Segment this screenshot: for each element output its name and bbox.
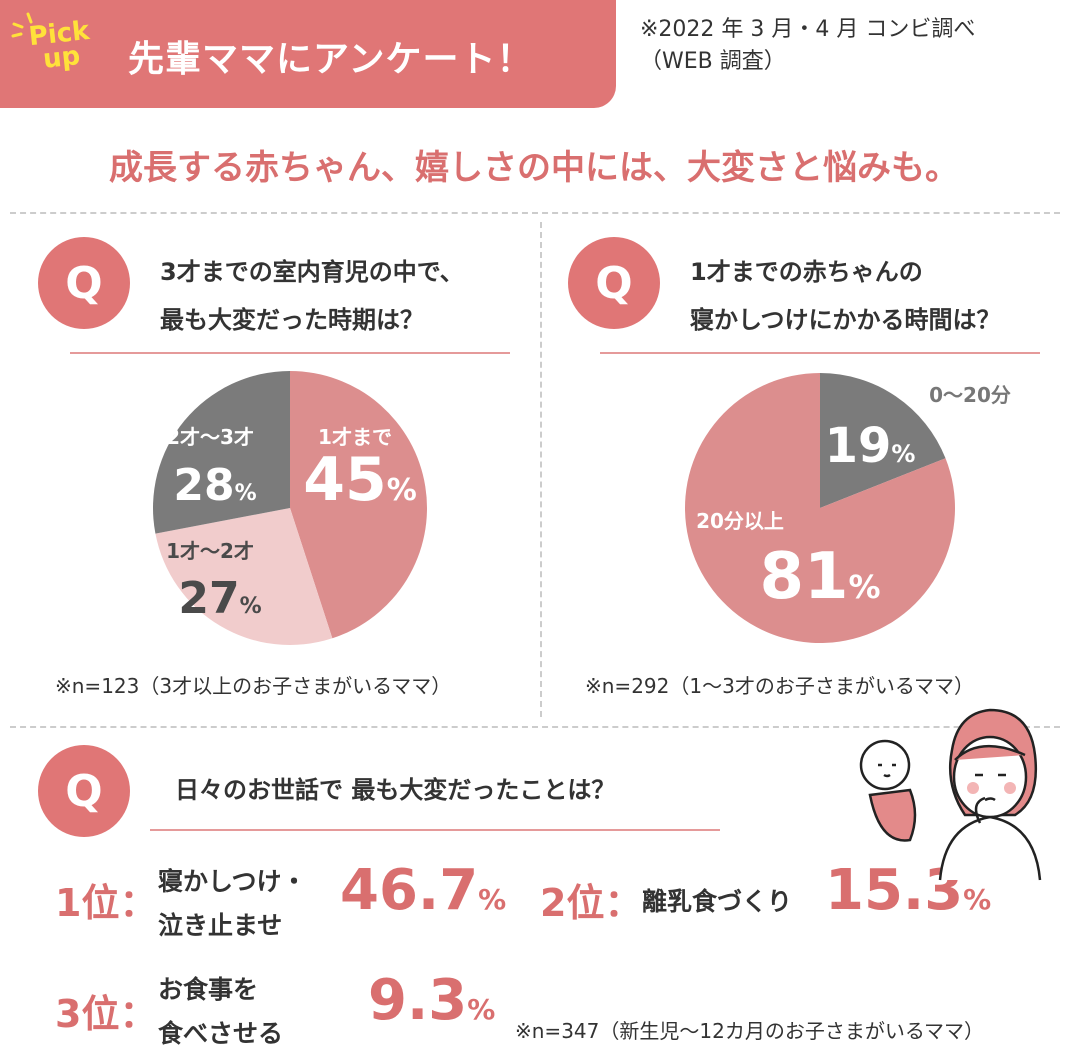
question-3: 日々のお世話で 最も大変だったことは？ — [175, 776, 616, 804]
item-line: 寝かしつけ・ — [158, 867, 307, 896]
q-badge: Q — [38, 745, 130, 837]
rank-2-item: 離乳食づくり — [642, 887, 793, 916]
source-line: ※2022 年 3 月・4 月 コンビ調べ — [640, 17, 976, 42]
rank-1-item: 寝かしつけ・ 泣き止ませ — [158, 860, 307, 948]
slice-value: 27% — [178, 573, 261, 624]
rank-1-value: 46.7% — [340, 858, 506, 923]
question-line: 最も大変だった時期は？ — [160, 306, 424, 334]
slice-label: 2才～3才 — [166, 425, 254, 449]
pie-slice — [153, 371, 290, 534]
underline — [600, 352, 1040, 354]
slice-label: 20分以上 — [696, 509, 784, 533]
pie-slice — [155, 508, 333, 645]
item-line: 泣き止ませ — [158, 911, 283, 940]
sparkle-icon — [11, 12, 33, 38]
unit: % — [963, 883, 992, 916]
slice-label: 1才まで — [318, 425, 392, 449]
rank-3-item: お食事を 食べさせる — [158, 968, 283, 1056]
rank-2-label: 2位： — [540, 881, 643, 925]
mother-baby-illustration — [859, 708, 1042, 881]
header-banner — [0, 0, 616, 108]
subtitle: 成長する赤ちゃん、嬉しさの中には、大変さと悩みも。 — [109, 148, 959, 188]
underline — [150, 829, 720, 831]
divider — [540, 222, 542, 717]
sample-note-3: ※n=347（新生児～12カ月のお子さまがいるママ） — [515, 1019, 985, 1043]
sample-note-2: ※n=292（1～3才のお子さまがいるママ） — [585, 674, 975, 698]
value: 46.7 — [340, 858, 479, 923]
divider — [10, 212, 1060, 214]
question-line: 3才までの室内育児の中で、 — [160, 258, 464, 286]
question-1: 3才までの室内育児の中で、 最も大変だった時期は？ — [160, 248, 464, 344]
value: 15.3 — [825, 858, 964, 923]
rank-1-label: 1位： — [55, 881, 158, 925]
slice-label: 1才～2才 — [166, 539, 254, 563]
divider — [10, 726, 1060, 728]
pickup-badge: Pick up — [27, 16, 93, 75]
pie-slice — [685, 373, 955, 643]
source-note: ※2022 年 3 月・4 月 コンビ調べ （WEB 調査） — [640, 14, 975, 78]
value: 9.3 — [368, 968, 468, 1033]
header-title: 先輩ママにアンケート！ — [128, 39, 534, 80]
question-2: 1才までの赤ちゃんの寝かしつけにかかる時間は？ — [690, 248, 1001, 344]
pie-slice — [290, 371, 427, 639]
pie-slice — [820, 373, 946, 508]
source-line: （WEB 調査） — [640, 49, 786, 74]
q-badge: Q — [38, 237, 130, 329]
rank-2-value: 15.3% — [825, 858, 991, 923]
unit: % — [467, 993, 496, 1026]
unit: % — [478, 883, 507, 916]
underline — [70, 352, 510, 354]
question-line: 寝かしつけにかかる時間は？ — [690, 306, 1001, 334]
sample-note-1: ※n=123（3才以上のお子さまがいるママ） — [55, 674, 452, 698]
question-line: 1才までの赤ちゃんの — [690, 258, 923, 286]
q-badge: Q — [568, 237, 660, 329]
item-line: お食事を — [158, 975, 259, 1004]
slice-label: 0～20分 — [929, 383, 1011, 407]
rank-3-label: 3位： — [55, 992, 158, 1036]
rank-3-value: 9.3% — [368, 968, 495, 1033]
item-line: 食べさせる — [158, 1019, 284, 1048]
